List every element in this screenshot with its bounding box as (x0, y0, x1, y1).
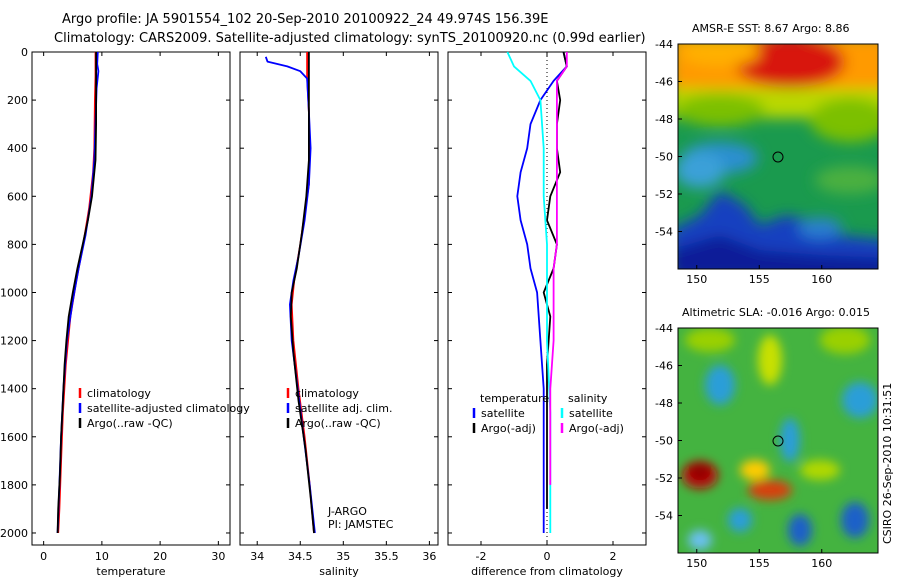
depth-tick-label: 1400 (0, 383, 28, 396)
difference-xtick-label: -2 (476, 550, 487, 563)
salinity-plot-frame (239, 51, 439, 546)
temperature-legend-label: climatology (87, 387, 151, 400)
depth-tick-label: 400 (7, 142, 28, 155)
temperature-xtick-label: 10 (95, 550, 109, 563)
temperature-series-line-0 (57, 52, 97, 534)
temperature-plot-frame (31, 51, 231, 546)
temperature-legend-label: satellite-adjusted climatology (87, 402, 250, 415)
depth-tick-label: 1600 (0, 431, 28, 444)
difference-legend-label: Argo(-adj) (569, 422, 624, 435)
sst-map-ytick-label: -50 (655, 151, 673, 164)
depth-tick-label: 1800 (0, 479, 28, 492)
salinity-annotation: J-ARGO (327, 505, 367, 518)
salinity-panel: 34 34.5 35 35.5 36 salinity climatology satelli… (239, 51, 439, 578)
difference-legend-title: salinity (568, 392, 608, 405)
sst-map-xtick-label: 150 (686, 273, 707, 286)
sla-map-float-marker (772, 435, 784, 447)
difference-legend-label: Argo(-adj) (481, 422, 536, 435)
sla-map-ytick-label: -46 (655, 360, 673, 373)
salinity-series-line-0 (290, 52, 315, 534)
salinity-legend-label: satellite adj. clim. (295, 402, 392, 415)
sst-map-float-marker (772, 151, 784, 163)
sst-map-ytick-label: -52 (655, 188, 673, 201)
sla-map: Altimetric SLA: -0.016 Argo: 0.015 (655, 306, 879, 570)
sst-map-xtick-label: 160 (811, 273, 832, 286)
difference-xtick-label: 2 (610, 550, 617, 563)
sst-map-xtick-label: 155 (749, 273, 770, 286)
salinity-xtick-label: 35.5 (374, 550, 399, 563)
temperature-xtick-label: 0 (40, 550, 47, 563)
difference-series-line-3 (549, 52, 568, 485)
difference-legend-label: satellite (569, 407, 613, 420)
salinity-series-line-2 (289, 52, 315, 534)
depth-tick-label: 200 (7, 94, 28, 107)
salinity-legend-label: Argo(..raw -QC) (295, 417, 381, 430)
sst-map-ytick-label: -46 (655, 76, 673, 89)
temperature-series-line-2 (56, 52, 97, 534)
temperature-xtick-label: 20 (153, 550, 167, 563)
sla-map-xtick-label: 160 (811, 557, 832, 570)
sst-map: AMSR-E SST: 8.67 Argo: 8.86 150 155 160 -44… (655, 22, 879, 286)
sla-map-ytick-label: -48 (655, 397, 673, 410)
sla-map-field (678, 328, 878, 553)
difference-xlabel: difference from climatology (471, 565, 623, 578)
difference-legend-title: temperature (480, 392, 549, 405)
temperature-xlabel: temperature (96, 565, 165, 578)
salinity-legend-label: climatology (295, 387, 359, 400)
credit-text: CSIRO 26-Sep-2010 10:31:51 (881, 383, 894, 544)
depth-tick-label: 1200 (0, 335, 28, 348)
salinity-annotation: PI: JAMSTEC (328, 518, 394, 531)
depth-tick-label: 2000 (0, 527, 28, 540)
temperature-xtick-label: 30 (211, 550, 225, 563)
depth-tick-label: 800 (7, 238, 28, 251)
sst-map-ytick-label: -54 (655, 226, 673, 239)
difference-xtick-label: 0 (544, 550, 551, 563)
depth-tick-label: 0 (21, 46, 28, 59)
salinity-xtick-label: 35 (336, 550, 350, 563)
sla-map-title: Altimetric SLA: -0.016 Argo: 0.015 (682, 306, 870, 319)
temperature-legend-label: Argo(..raw -QC) (87, 417, 173, 430)
sst-map-field (678, 44, 878, 269)
salinity-xlabel: salinity (319, 565, 359, 578)
depth-tick-label: 1000 (0, 286, 28, 299)
sst-map-ytick-label: -44 (655, 38, 673, 51)
salinity-xtick-label: 36 (422, 550, 436, 563)
temperature-panel: 0 10 20 30 0 200 400 600 800 1000 1200 1400 1600 1800… (0, 46, 250, 578)
sst-map-title: AMSR-E SST: 8.67 Argo: 8.86 (692, 22, 850, 35)
difference-panel: -2 0 2 difference from climatology temperatu… (447, 51, 647, 578)
difference-series-line-1 (542, 51, 568, 509)
sla-map-xtick-label: 150 (686, 557, 707, 570)
temperature-series-line-1 (56, 51, 100, 534)
difference-legend-label: satellite (481, 407, 525, 420)
sst-map-ytick-label: -48 (655, 113, 673, 126)
salinity-xtick-label: 34.5 (288, 550, 313, 563)
salinity-xtick-label: 34 (250, 550, 264, 563)
header-line1: Argo profile: JA 5901554_102 20-Sep-2010… (62, 12, 548, 27)
sla-map-ytick-label: -44 (655, 322, 673, 335)
sla-map-ytick-label: -52 (655, 472, 673, 485)
sla-map-xtick-label: 155 (749, 557, 770, 570)
header-line2: Climatology: CARS2009. Satellite-adjuste… (54, 31, 646, 46)
sla-map-ytick-label: -50 (655, 435, 673, 448)
depth-tick-label: 600 (7, 190, 28, 203)
difference-series-line-0 (516, 51, 568, 533)
sla-map-ytick-label: -54 (655, 510, 673, 523)
